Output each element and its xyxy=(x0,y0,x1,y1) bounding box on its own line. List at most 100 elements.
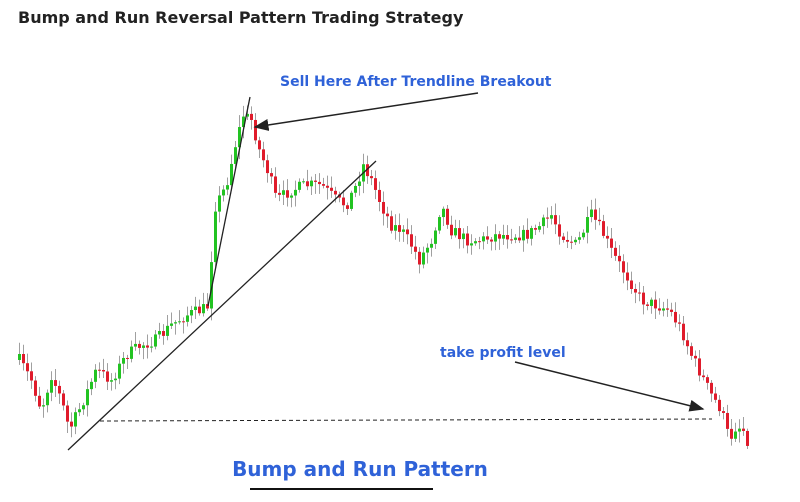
candle-body xyxy=(518,237,521,241)
candle-body xyxy=(142,345,145,348)
candle-body xyxy=(306,181,309,187)
candle-body xyxy=(126,357,129,359)
candle-body xyxy=(390,216,393,231)
candle-body xyxy=(182,321,185,323)
candle-body xyxy=(26,363,29,372)
candle-body xyxy=(78,409,81,413)
candle-body xyxy=(174,322,177,324)
candle-body xyxy=(546,217,549,219)
candle-body xyxy=(62,393,65,406)
candle-body xyxy=(186,315,189,322)
candle-body xyxy=(558,224,561,237)
candle-body xyxy=(154,334,157,347)
candle-body xyxy=(170,323,173,326)
candle-body xyxy=(602,221,605,236)
bump-line xyxy=(207,96,251,307)
candle-body xyxy=(702,375,705,378)
candle-body xyxy=(194,306,197,311)
candle-body xyxy=(514,237,517,240)
candle-body xyxy=(322,184,325,186)
candle-body xyxy=(486,236,489,240)
pattern-label: Bump and Run Pattern xyxy=(232,457,488,481)
candle-body xyxy=(166,325,169,336)
page-title: Bump and Run Reversal Pattern Trading St… xyxy=(18,8,464,27)
candle-body xyxy=(394,225,397,231)
trendline xyxy=(67,160,377,451)
candle-body xyxy=(150,346,153,348)
take-profit-label: take profit level xyxy=(440,345,566,361)
candle-body xyxy=(334,190,337,195)
candle-body xyxy=(526,229,529,239)
candle-body xyxy=(730,428,733,439)
candle-body xyxy=(310,180,313,187)
candle-body xyxy=(742,428,745,431)
candle-body xyxy=(670,309,673,312)
candle-body xyxy=(70,421,73,427)
candle-body xyxy=(286,190,289,198)
candle-body xyxy=(198,306,201,314)
candle-body xyxy=(290,195,293,198)
candle-body xyxy=(642,292,645,305)
candle-body xyxy=(618,255,621,262)
candle-body xyxy=(178,321,181,323)
candle-body xyxy=(678,322,681,324)
candle-body xyxy=(146,345,149,348)
candle-body xyxy=(38,395,41,407)
candle-body xyxy=(110,380,113,382)
candle-body xyxy=(586,217,589,233)
candle-body xyxy=(86,389,89,406)
candle-body xyxy=(386,213,389,217)
candle-body xyxy=(422,252,425,265)
candle-body xyxy=(118,363,121,379)
candle-body xyxy=(50,380,53,393)
candle-body xyxy=(434,230,437,244)
candle-body xyxy=(106,371,109,382)
candle-body xyxy=(366,164,369,177)
candle-body xyxy=(614,247,617,256)
candle-body xyxy=(414,246,417,252)
candle-body xyxy=(550,215,553,219)
candle-body xyxy=(130,346,133,359)
take-profit-line xyxy=(99,418,713,422)
tp-arrow xyxy=(514,361,705,412)
candle-body xyxy=(230,163,233,186)
candle-body xyxy=(482,236,485,242)
candle-body xyxy=(610,238,613,248)
candle-body xyxy=(726,412,729,429)
candle-body xyxy=(638,292,641,294)
candle-body xyxy=(266,160,269,174)
candle-body xyxy=(94,369,97,382)
candle-body xyxy=(374,178,377,190)
candle-body xyxy=(258,140,261,150)
candle-body xyxy=(270,173,273,177)
candle-body xyxy=(498,234,501,239)
candle-body xyxy=(666,308,669,310)
candle-body xyxy=(46,392,49,406)
candle-body xyxy=(662,308,665,311)
candle-body xyxy=(358,181,361,186)
candle-body xyxy=(238,127,241,148)
candle-body xyxy=(734,431,737,439)
candle-body xyxy=(534,228,537,230)
candle-body xyxy=(218,195,221,212)
candle-body xyxy=(490,239,493,242)
candle-body xyxy=(694,355,697,359)
candle-body xyxy=(298,181,301,190)
candle-body xyxy=(622,261,625,273)
candle-body xyxy=(382,201,385,214)
candle-body xyxy=(418,251,421,265)
candle-body xyxy=(634,288,637,293)
candle-body xyxy=(714,393,717,400)
candle-body xyxy=(706,377,709,383)
candle-body xyxy=(626,272,629,281)
candle-body xyxy=(214,211,217,263)
candle-body xyxy=(250,113,253,120)
candle-body xyxy=(430,243,433,248)
candle-body xyxy=(138,343,141,348)
candle-body xyxy=(562,236,565,240)
candle-body xyxy=(282,190,285,195)
candle-body xyxy=(582,232,585,238)
candle-body xyxy=(682,323,685,341)
